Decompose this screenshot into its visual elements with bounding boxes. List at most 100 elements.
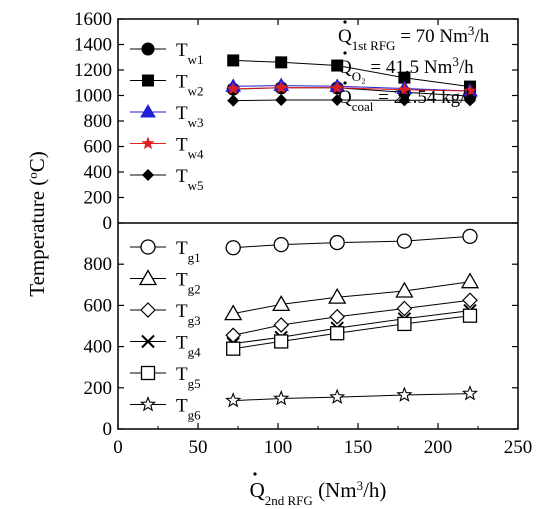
legend-item-g2: Tg2: [130, 269, 201, 297]
point-w4-3: [397, 82, 412, 96]
legend-marker-w2: [142, 74, 154, 87]
annotation-dot: [343, 20, 347, 24]
legend-marker-w5: [142, 169, 154, 181]
y-tick-label-top: 1400: [74, 35, 112, 56]
legend-marker-g4: [141, 334, 155, 349]
point-w5-3: [398, 94, 411, 107]
point-w4-0: [226, 81, 240, 95]
annotation-dot: [343, 51, 347, 55]
series-line-g2: [233, 281, 471, 315]
point-g2-2: [328, 287, 347, 304]
y-tick-label-bottom: 400: [84, 337, 113, 358]
point-g2-4: [460, 272, 480, 289]
x-tick-label: 250: [504, 437, 533, 458]
point-g6-2: [329, 388, 346, 404]
legend-label: Tg3: [176, 301, 201, 328]
series-line-g3: [233, 299, 471, 336]
legend-marker-g1: [140, 239, 156, 255]
legend-item-w2: Tw2: [130, 72, 204, 98]
point-g3-1: [273, 317, 290, 333]
y-tick-label-top: 800: [84, 111, 113, 132]
point-g5-3: [397, 316, 412, 332]
point-w5-1: [275, 93, 288, 106]
legend-label: Tg5: [176, 364, 201, 391]
point-g2-1: [272, 295, 291, 312]
series-Tg6: [225, 385, 479, 408]
point-g5-1: [274, 334, 289, 349]
legend-label: Tg2: [176, 270, 201, 297]
series-Tg4: [226, 303, 477, 351]
x-tick-label: 50: [189, 437, 208, 458]
x-tick-label: 200: [424, 437, 453, 458]
point-g3-3: [396, 300, 413, 317]
legend-marker-g3: [140, 302, 156, 318]
condition-annotation-1: Q1st RFG = 70 Nm3/h: [338, 23, 490, 53]
y-tick-label-bottom: 800: [84, 254, 113, 275]
y-tick-label-top: 400: [84, 162, 113, 183]
y-tick-label-top: 0: [103, 213, 113, 234]
point-g1-4: [462, 228, 478, 245]
legend-label: Tw5: [176, 166, 204, 193]
point-w5-2: [331, 93, 344, 106]
point-w2-3: [398, 71, 411, 84]
x-tick-label: 150: [344, 437, 373, 458]
point-g2-0: [224, 304, 243, 321]
legend-item-g5: Tg5: [130, 364, 201, 391]
point-g2-3: [395, 281, 414, 298]
series-Tg5: [226, 308, 478, 356]
point-w4-1: [274, 80, 288, 94]
legend-item-g1: Tg1: [130, 238, 201, 265]
point-g1-0: [225, 240, 241, 256]
legend-marker-g2: [138, 269, 158, 286]
y-tick-label-top: 200: [84, 188, 113, 209]
legend-label: Tg4: [176, 333, 201, 360]
legend-item-g3: Tg3: [130, 301, 201, 328]
legend-item-g6: Tg6: [130, 396, 201, 422]
point-w4-4: [463, 84, 477, 97]
point-w5-0: [227, 94, 240, 107]
series-Tg1: [225, 228, 478, 256]
series-line-g4: [233, 310, 471, 344]
legend-label: Tw1: [176, 40, 204, 67]
legend-item-w3: Tw3: [130, 103, 204, 130]
legend-marker-w1: [141, 42, 155, 56]
legend-label: Tw4: [176, 135, 204, 162]
y-tick-label-top: 600: [84, 137, 113, 158]
condition-annotation-2: QO₂ = 41.5 Nm3/h: [338, 54, 474, 84]
point-w4-2: [330, 80, 344, 94]
point-w2-0: [227, 54, 240, 67]
point-w2-2: [331, 59, 344, 72]
legend-item-g4: Tg4: [130, 333, 201, 360]
point-w5-4: [464, 94, 476, 107]
x-tick-label: 0: [113, 437, 123, 458]
point-w2-1: [275, 56, 288, 69]
legend-marker-w3: [140, 104, 156, 118]
series-line-g1: [233, 235, 471, 249]
condition-annotation-3: Qcoal = 21.54 kg/h: [338, 87, 475, 114]
legend-marker-w4: [141, 136, 155, 150]
point-g1-1: [273, 236, 289, 253]
y-tick-label-bottom: 200: [84, 378, 113, 399]
point-g6-1: [273, 389, 290, 406]
y-tick-label-top: 1600: [74, 9, 112, 30]
series-line-g6: [233, 393, 471, 402]
point-g1-3: [396, 233, 413, 249]
legend-item-w5: Tw5: [130, 166, 204, 193]
annotation-dot: [343, 81, 347, 85]
point-g5-2: [330, 326, 345, 341]
series-Tg3: [225, 292, 478, 344]
legend-label: Tw3: [176, 103, 204, 130]
legend-item-w1: Tw1: [130, 40, 204, 67]
series-Tw4: [226, 80, 477, 97]
x-label-dot: [253, 472, 257, 476]
point-g5-4: [462, 308, 478, 323]
point-g3-4: [462, 292, 478, 309]
point-g3-2: [329, 308, 346, 325]
y-tick-label-bottom: 600: [84, 295, 113, 316]
y-tick-label-top: 1200: [74, 60, 112, 81]
legend-item-w4: Tw4: [130, 135, 204, 162]
point-g1-2: [329, 234, 345, 251]
point-g3-0: [225, 327, 242, 344]
y-tick-label-bottom: 0: [103, 419, 113, 440]
series-Tg2: [224, 272, 480, 321]
